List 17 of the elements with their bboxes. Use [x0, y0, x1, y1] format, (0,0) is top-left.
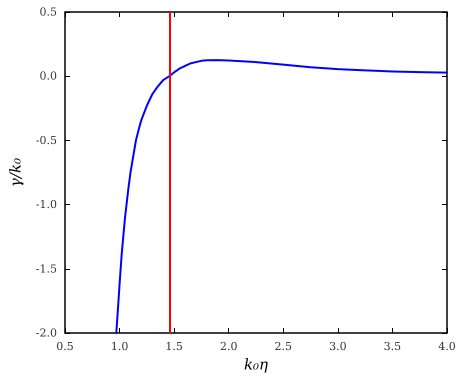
x-axis-title: k₀η: [244, 355, 268, 374]
x-tick-label: 4.0: [438, 340, 456, 353]
line-series: [115, 59, 448, 334]
y-tick-label: -0.5: [36, 134, 57, 147]
y-tick-label: -1.5: [36, 262, 57, 276]
x-tick-label: 3.0: [329, 340, 347, 353]
y-tick-label: 0.0: [40, 70, 57, 83]
x-tick-label: 2.5: [274, 340, 292, 353]
x-tick-label: 1.5: [165, 340, 183, 353]
x-tick-label: 2.0: [220, 340, 238, 353]
y-tick-label: -1.0: [36, 198, 57, 212]
x-tick-label: 1.0: [110, 340, 128, 353]
x-tick-label: 3.5: [384, 340, 402, 353]
y-tick-label: -2.0: [36, 326, 57, 340]
y-axis-title: γ/k₀: [6, 158, 24, 188]
x-tick-label: 0.5: [56, 340, 74, 353]
y-tick-label: 0.5: [40, 6, 57, 18]
